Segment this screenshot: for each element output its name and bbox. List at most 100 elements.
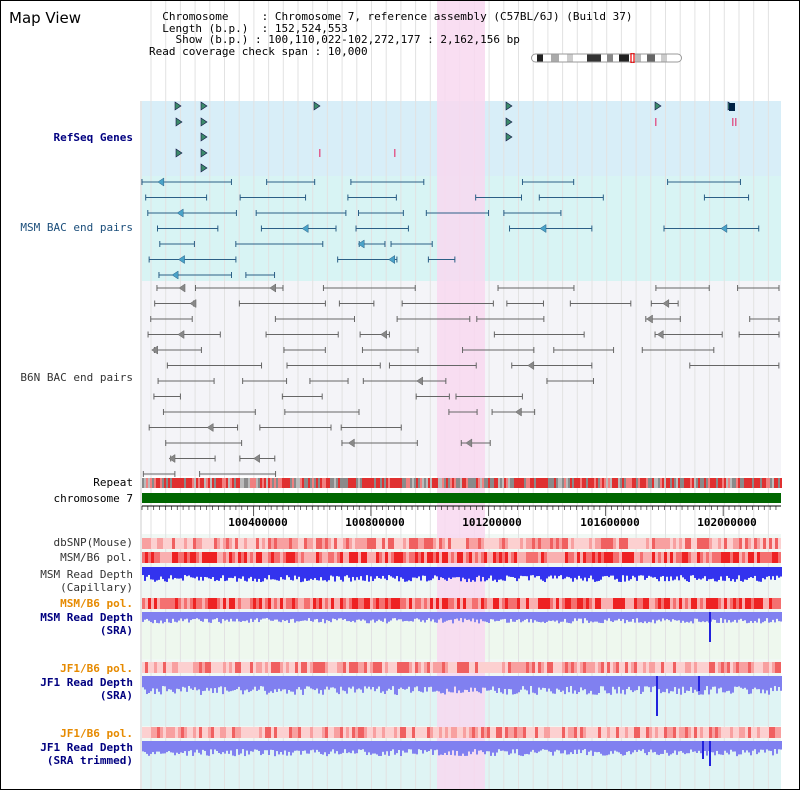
- read-depth-bar: [730, 612, 732, 623]
- read-depth-bar: [174, 676, 176, 694]
- read-depth-bar: [300, 567, 302, 583]
- msm-bac-label[interactable]: MSM BAC end pairs: [20, 221, 133, 234]
- read-depth-bar: [494, 676, 496, 691]
- variant-heat-mark: [547, 598, 550, 609]
- read-depth-bar: [572, 567, 574, 582]
- msm-b6-pol-label[interactable]: MSM/B6 pol.: [60, 551, 133, 564]
- repeat-mark: [454, 478, 456, 488]
- variant-heat-mark: [523, 662, 526, 673]
- read-depth-bar: [696, 612, 698, 619]
- msm-b6-pol-sra-label[interactable]: MSM/B6 pol.: [60, 597, 133, 610]
- read-depth-bar: [766, 676, 768, 691]
- read-depth-bar: [546, 612, 548, 622]
- read-depth-bar: [344, 676, 346, 692]
- read-depth-bar: [202, 676, 204, 692]
- variant-heat-mark: [418, 552, 421, 563]
- read-depth-bar: [584, 567, 586, 578]
- read-depth-bar: [272, 741, 274, 751]
- variant-heat-mark: [217, 538, 220, 549]
- repeat-mark: [472, 478, 474, 488]
- jf1-b6-pol-trimmed-label[interactable]: JF1/B6 pol.: [60, 727, 133, 740]
- variant-heat-mark: [184, 662, 187, 673]
- variant-heat-mark: [214, 538, 217, 549]
- read-depth-bar: [216, 567, 218, 581]
- variant-heat-mark: [424, 538, 427, 549]
- chromosome-ideogram[interactable]: [531, 53, 683, 63]
- variant-heat-mark: [664, 598, 667, 609]
- variant-heat-mark: [664, 662, 667, 673]
- variant-heat-mark: [280, 598, 283, 609]
- read-depth-bar: [770, 676, 772, 688]
- read-depth-bar: [420, 741, 422, 751]
- read-depth-bar: [704, 612, 706, 623]
- variant-heat-mark: [553, 552, 556, 563]
- read-depth-bar: [144, 567, 146, 581]
- read-depth-bar: [442, 567, 444, 579]
- read-depth-bar: [588, 612, 590, 623]
- variant-heat-mark: [532, 727, 535, 738]
- refseq-genes-label[interactable]: RefSeq Genes: [53, 131, 133, 144]
- read-depth-bar: [344, 741, 346, 750]
- variant-heat-mark: [592, 727, 595, 738]
- read-depth-bar: [372, 567, 374, 582]
- repeat-mark: [550, 478, 552, 488]
- variant-heat-mark: [700, 538, 703, 549]
- variant-heat-mark: [358, 598, 361, 609]
- repeat-mark: [584, 478, 586, 488]
- variant-heat-mark: [751, 598, 754, 609]
- jf1-read-depth-sra-label-1[interactable]: JF1 Read Depth: [40, 676, 133, 689]
- read-depth-bar: [762, 676, 764, 690]
- read-depth-bar: [262, 612, 264, 619]
- read-depth-bar: [464, 741, 466, 756]
- variant-heat-mark: [598, 662, 601, 673]
- variant-heat-mark: [406, 727, 409, 738]
- repeat-mark: [226, 478, 228, 488]
- read-depth-bar: [176, 676, 178, 689]
- variant-heat-mark: [574, 662, 577, 673]
- read-depth-bar: [710, 676, 712, 690]
- read-depth-bar: [226, 741, 228, 751]
- msm-read-depth-capillary-label-1[interactable]: MSM Read Depth: [40, 568, 133, 581]
- read-depth-bar: [168, 567, 170, 579]
- variant-heat-mark: [358, 552, 361, 563]
- refseq-gene-mark: [175, 117, 183, 127]
- jf1-read-depth-trimmed-label-1[interactable]: JF1 Read Depth: [40, 741, 133, 754]
- variant-heat-mark: [343, 727, 346, 738]
- read-depth-bar: [254, 612, 256, 620]
- variant-heat-mark: [502, 538, 505, 549]
- dbsnp-label[interactable]: dbSNP(Mouse): [53, 536, 133, 549]
- read-depth-bar: [350, 741, 352, 754]
- read-depth-bar: [162, 612, 164, 624]
- read-depth-bar: [392, 612, 394, 619]
- read-depth-bar: [350, 612, 352, 622]
- read-depth-bar: [706, 741, 708, 756]
- variant-heat-mark: [751, 662, 754, 673]
- variant-heat-mark: [256, 662, 259, 673]
- read-depth-bar: [172, 741, 174, 753]
- variant-heat-mark: [355, 598, 358, 609]
- variant-heat-mark: [190, 552, 193, 563]
- read-depth-bar: [362, 741, 364, 750]
- read-depth-bar: [180, 612, 182, 619]
- read-depth-bar: [394, 567, 396, 579]
- variant-heat-mark: [517, 552, 520, 563]
- read-depth-bar: [392, 676, 394, 687]
- read-depth-bar: [674, 676, 676, 688]
- variant-heat-mark: [163, 552, 166, 563]
- read-depth-bar: [732, 567, 734, 580]
- read-depth-bar: [394, 741, 396, 755]
- msm-read-depth-sra-label-1[interactable]: MSM Read Depth: [40, 611, 133, 624]
- read-depth-bar: [182, 741, 184, 753]
- read-depth-bar: [148, 676, 150, 693]
- variant-heat-mark: [412, 727, 415, 738]
- repeat-mark: [556, 478, 558, 488]
- b6n-bac-label[interactable]: B6N BAC end pairs: [20, 371, 133, 384]
- jf1-b6-pol-label[interactable]: JF1/B6 pol.: [60, 662, 133, 675]
- read-depth-bar: [294, 612, 296, 623]
- variant-heat-mark: [685, 662, 688, 673]
- repeat-mark: [522, 478, 524, 488]
- read-depth-bar: [336, 567, 338, 577]
- read-depth-bar: [520, 741, 522, 756]
- read-depth-bar: [434, 567, 436, 576]
